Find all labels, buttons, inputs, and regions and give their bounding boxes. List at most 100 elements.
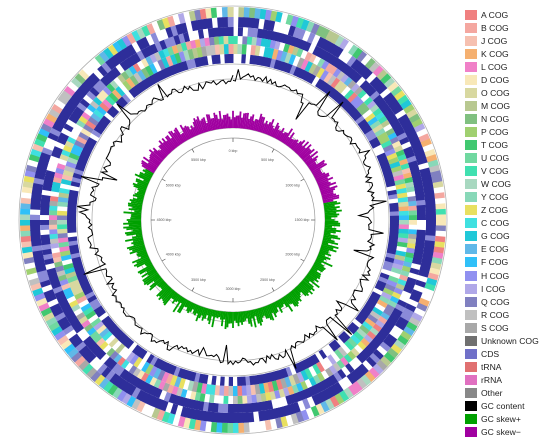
- feature-block: [75, 164, 86, 172]
- feature-block: [40, 122, 53, 133]
- feature-block: [45, 293, 57, 303]
- feature-block: [84, 107, 94, 117]
- scale-label: 1000 kbp: [285, 183, 300, 187]
- feature-block: [392, 105, 404, 116]
- feature-block: [68, 152, 80, 161]
- feature-block: [168, 393, 177, 404]
- feature-block: [111, 362, 121, 374]
- feature-block: [74, 72, 87, 85]
- gc-skew-positive-bar: [149, 277, 163, 288]
- gc-skew-negative-bar: [148, 149, 164, 162]
- feature-block: [356, 102, 368, 113]
- legend-swatch: [465, 113, 477, 124]
- feature-block: [57, 228, 68, 234]
- gc-skew-positive-bar: [132, 206, 142, 210]
- feature-block: [333, 381, 344, 394]
- feature-block: [325, 52, 335, 64]
- feature-block: [42, 311, 55, 322]
- feature-block: [109, 105, 120, 115]
- feature-block: [304, 367, 313, 380]
- feature-block: [406, 186, 415, 193]
- feature-block: [92, 359, 104, 371]
- gc-skew-positive-bar: [223, 311, 226, 320]
- feature-block: [390, 85, 403, 97]
- feature-block: [396, 132, 408, 142]
- feature-block: [105, 95, 116, 106]
- legend-swatch: [465, 192, 477, 203]
- gc-skew-positive-bar: [287, 292, 299, 307]
- feature-block: [394, 109, 407, 120]
- feature-block: [257, 28, 264, 39]
- gc-skew-positive-bar: [136, 197, 144, 201]
- feature-block: [49, 237, 59, 245]
- feature-block: [76, 102, 88, 112]
- feature-block: [173, 376, 182, 388]
- gc-skew-positive-bar: [134, 192, 145, 198]
- feature-block: [237, 54, 243, 64]
- feature-block: [219, 44, 225, 55]
- feature-block: [116, 389, 127, 402]
- feature-block: [111, 386, 123, 399]
- feature-block: [80, 302, 92, 312]
- feature-block: [128, 88, 138, 98]
- feature-block: [306, 396, 316, 408]
- feature-block: [355, 353, 366, 364]
- feature-block: [221, 412, 228, 423]
- feature-block: [145, 55, 154, 66]
- feature-block: [119, 60, 130, 72]
- feature-block: [265, 399, 274, 410]
- feature-block: [352, 318, 363, 329]
- feature-block: [305, 407, 315, 420]
- feature-block: [382, 308, 393, 317]
- gc-skew-positive-bar: [129, 247, 146, 255]
- gc-skew-negative-bar: [170, 137, 179, 148]
- feature-block: [242, 412, 249, 423]
- feature-block: [226, 422, 233, 433]
- feature-block: [380, 119, 391, 129]
- feature-block: [121, 392, 132, 405]
- feature-block: [67, 202, 77, 208]
- feature-block: [96, 105, 108, 116]
- feature-block: [404, 281, 415, 290]
- gc-skew-negative-bar: [259, 116, 266, 133]
- feature-block: [296, 48, 304, 58]
- feature-block: [135, 389, 146, 401]
- gc-skew-positive-bar: [133, 238, 144, 243]
- feature-block: [41, 243, 52, 251]
- feature-block: [38, 156, 50, 166]
- gc-skew-negative-bar: [265, 121, 272, 135]
- gc-skew-positive-bar: [132, 246, 146, 252]
- feature-block: [59, 108, 72, 120]
- feature-block: [246, 44, 252, 55]
- gc-skew-negative-bar: [287, 138, 295, 148]
- feature-block: [372, 363, 384, 375]
- feature-block: [41, 283, 53, 293]
- feature-block: [150, 73, 159, 85]
- feature-block: [157, 69, 166, 81]
- gc-skew-negative-bar: [252, 118, 258, 131]
- feature-block: [115, 365, 125, 377]
- feature-block: [95, 337, 106, 347]
- cds-ring: [40, 27, 427, 414]
- feature-block: [435, 230, 446, 238]
- feature-block: [296, 361, 305, 372]
- gc-skew-positive-bar: [240, 311, 244, 325]
- feature-block: [68, 114, 79, 124]
- gc-skew-positive-bar: [136, 250, 147, 256]
- feature-block: [93, 320, 104, 331]
- feature-block: [122, 46, 133, 59]
- feature-block: [346, 350, 357, 361]
- feature-block: [337, 346, 348, 358]
- feature-block: [416, 220, 426, 226]
- feature-block: [424, 235, 436, 242]
- feature-block: [358, 324, 370, 335]
- feature-block: [65, 311, 77, 321]
- feature-block: [379, 355, 392, 368]
- gc-skew-negative-bar: [260, 123, 266, 133]
- feature-block: [40, 214, 50, 220]
- feature-block: [387, 189, 398, 196]
- feature-block: [98, 118, 109, 128]
- feature-block: [136, 27, 147, 40]
- gc-skew-positive-bar: [254, 309, 260, 324]
- gc-skew-positive-bar: [269, 303, 278, 318]
